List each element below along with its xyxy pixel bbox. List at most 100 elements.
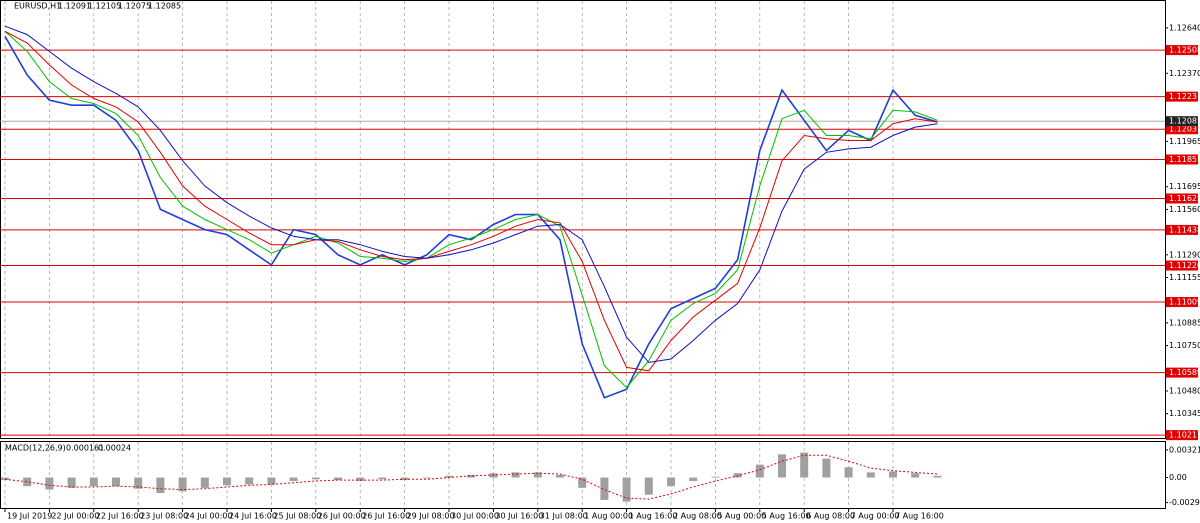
x-tick-label: 6 Aug 08:00 [806,512,855,521]
macd-bar [822,458,831,478]
macd-bar [378,477,387,480]
low-price: 1.12075 [118,2,151,11]
x-tick-label: 5 Aug 00:00 [717,512,766,521]
macd-bar [511,472,520,478]
macd-bar [356,477,365,481]
macd-bar [311,477,320,480]
level-label: 1.11009 [1169,298,1200,307]
level-label: 1.11625 [1169,194,1200,203]
open-price: 1.12091 [58,2,91,11]
y-tick-label: 1.11155 [1169,273,1200,282]
macd-bar [67,477,76,488]
macd-bar [134,477,143,489]
level-label: 1.10589 [1169,368,1200,377]
macd-title: MACD(12,26,9) [5,444,66,453]
close-price: 1.12085 [148,2,181,11]
high-price: 1.12105 [88,2,121,11]
x-tick-label: 1 Aug 00:00 [584,512,633,521]
macd-bar [600,477,609,500]
y-tick-label: 1.11560 [1169,205,1200,214]
macd-bar [467,474,476,478]
level-tag [1166,260,1198,271]
macd-bar [112,477,120,487]
macd-bar [689,477,698,481]
signal-reading: 0.00024 [98,444,131,453]
macd-reading: 0.000161 [66,444,104,453]
level-tag [1166,193,1198,204]
level-tag [1166,154,1198,165]
level-label: 1.12508 [1169,46,1200,55]
macd-bar [578,477,587,488]
macd-bar [889,471,897,478]
macd-bar [334,477,342,481]
series-line [4,30,938,389]
y-tick-label: 0.00 [1169,473,1187,482]
macd-bar [1,477,9,481]
macd-bar [289,477,298,481]
level-tag [1166,367,1198,378]
series-line [4,25,938,363]
macd-panel [0,441,1166,509]
level-label: 1.11857 [1169,155,1200,164]
macd-bar [755,464,764,478]
price-tag [1166,116,1198,127]
macd-bar [445,475,453,478]
macd-bar [45,477,54,490]
y-tick-label: 1.12370 [1169,69,1200,78]
level-label: 1.11438 [1169,225,1200,234]
macd-header: MACD(12,26,9) 0.000161 0.00024 [5,444,131,453]
macd-bar [533,472,542,478]
level-label: 1.11226 [1169,261,1200,270]
x-tick-label: 30 Jul 00:00 [451,512,499,521]
x-tick-label: 7 Aug 16:00 [895,512,944,521]
y-tick-label: 0.00321 [1169,445,1200,454]
price-panel [0,0,1166,439]
y-tick-label: 1.11695 [1169,182,1200,191]
x-tick-label: 22 Jul 00:00 [51,512,99,521]
level-label: 1.12231 [1169,92,1200,101]
macd-bar [778,454,786,478]
macd-bar [422,477,431,479]
y-tick-label: 1.10885 [1169,318,1200,327]
x-tick-label: 30 Jul 16:00 [495,512,543,521]
y-tick-label: 1.10345 [1169,409,1200,418]
macd-bar [911,473,920,478]
macd-bar [844,467,853,478]
x-tick-label: 1 Aug 16:00 [629,512,678,521]
x-tick-label: 25 Jul 08:00 [273,512,321,521]
x-tick-label: 2 Aug 08:00 [673,512,722,521]
price-label: 1.12085 [1169,117,1200,126]
macd-bar [23,477,32,487]
macd-bar [622,477,631,502]
level-label: 1.12037 [1169,125,1200,134]
level-tag [1166,297,1198,308]
macd-bar [711,476,720,478]
macd-bar [556,474,564,478]
x-tick-label: 22 Jul 16:00 [96,512,144,521]
x-tick-label: 23 Jul 08:00 [140,512,188,521]
series-line [4,30,938,372]
macd-bar [866,472,875,478]
signal-line [4,454,938,500]
y-tick-label: 1.10480 [1169,386,1200,395]
macd-bar [800,452,809,478]
macd-bar [89,477,98,487]
macd-bar [223,477,231,486]
x-tick-label: 24 Jul 16:00 [229,512,277,521]
level-tag [1166,124,1198,135]
y-tick-label: 1.11965 [1169,137,1200,146]
x-tick-label: 5 Aug 16:00 [762,512,811,521]
level-tag [1166,224,1198,235]
y-tick-label: 1.10750 [1169,341,1200,350]
x-tick-label: 29 Jul 08:00 [407,512,455,521]
level-label: 1.10217 [1169,431,1200,440]
x-tick-label: 26 Jul 16:00 [362,512,410,521]
macd-bar [178,477,187,492]
y-tick-label: 1.11290 [1169,250,1200,259]
macd-bar [933,475,942,478]
price-header: EURUSD,H1 1.12091 1.12105 1.12075 1.1208… [14,2,181,11]
symbol: EURUSD,H1 [14,2,61,11]
macd-bar [245,477,254,485]
